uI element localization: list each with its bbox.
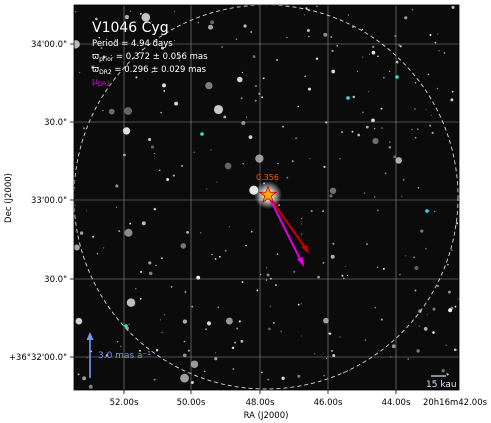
x-axis-label: RA (J2000): [244, 411, 289, 421]
scale-arrow-label: 3.0 mas a⁻¹: [98, 351, 151, 361]
magenta-motion-arrow: [267, 194, 304, 267]
prior-parallax-text: ϖprior = 0.372 ± 0.056 mas: [92, 52, 208, 63]
target-star-icon: [258, 185, 278, 204]
scale-bar-label: 15 kau: [426, 380, 457, 390]
x-tick-label: 20h16m42.00s: [423, 398, 488, 408]
coordinate-grid: [74, 5, 459, 390]
y-tick-label: 30.0": [44, 275, 67, 285]
dr2-parallax-text: ϖDR2 = 0.296 ± 0.029 mas: [92, 65, 207, 76]
y-tick-label: +36°32'00.0": [9, 353, 67, 363]
proper-motion-label: μDR2: [92, 77, 110, 88]
tick-marks: [70, 43, 397, 394]
red-motion-arrow: [267, 194, 309, 254]
y-tick-label: 30.0": [44, 118, 67, 128]
x-tick-label: 46.00s: [314, 398, 343, 408]
x-tick-label: 48.00s: [246, 398, 275, 408]
field-circle: [74, 5, 459, 390]
field-stars: [74, 5, 459, 389]
y-tick-label: 33'00.0": [31, 196, 67, 206]
plot-frame: [73, 4, 460, 391]
x-tick-label: 52.00s: [110, 398, 139, 408]
x-tick-label: 44.00s: [382, 398, 411, 408]
period-text: Period = 4.94 days: [92, 39, 173, 49]
cyan-markers: [124, 75, 429, 328]
y-axis-label: Dec (J2000): [4, 173, 14, 223]
scale-arrow: [86, 332, 94, 378]
object-title: V1046 Cyg: [92, 20, 169, 36]
y-tick-label: 34'00.0": [31, 40, 67, 50]
x-tick-label: 50.00s: [177, 398, 206, 408]
target-value-label: 0.356: [256, 173, 279, 182]
